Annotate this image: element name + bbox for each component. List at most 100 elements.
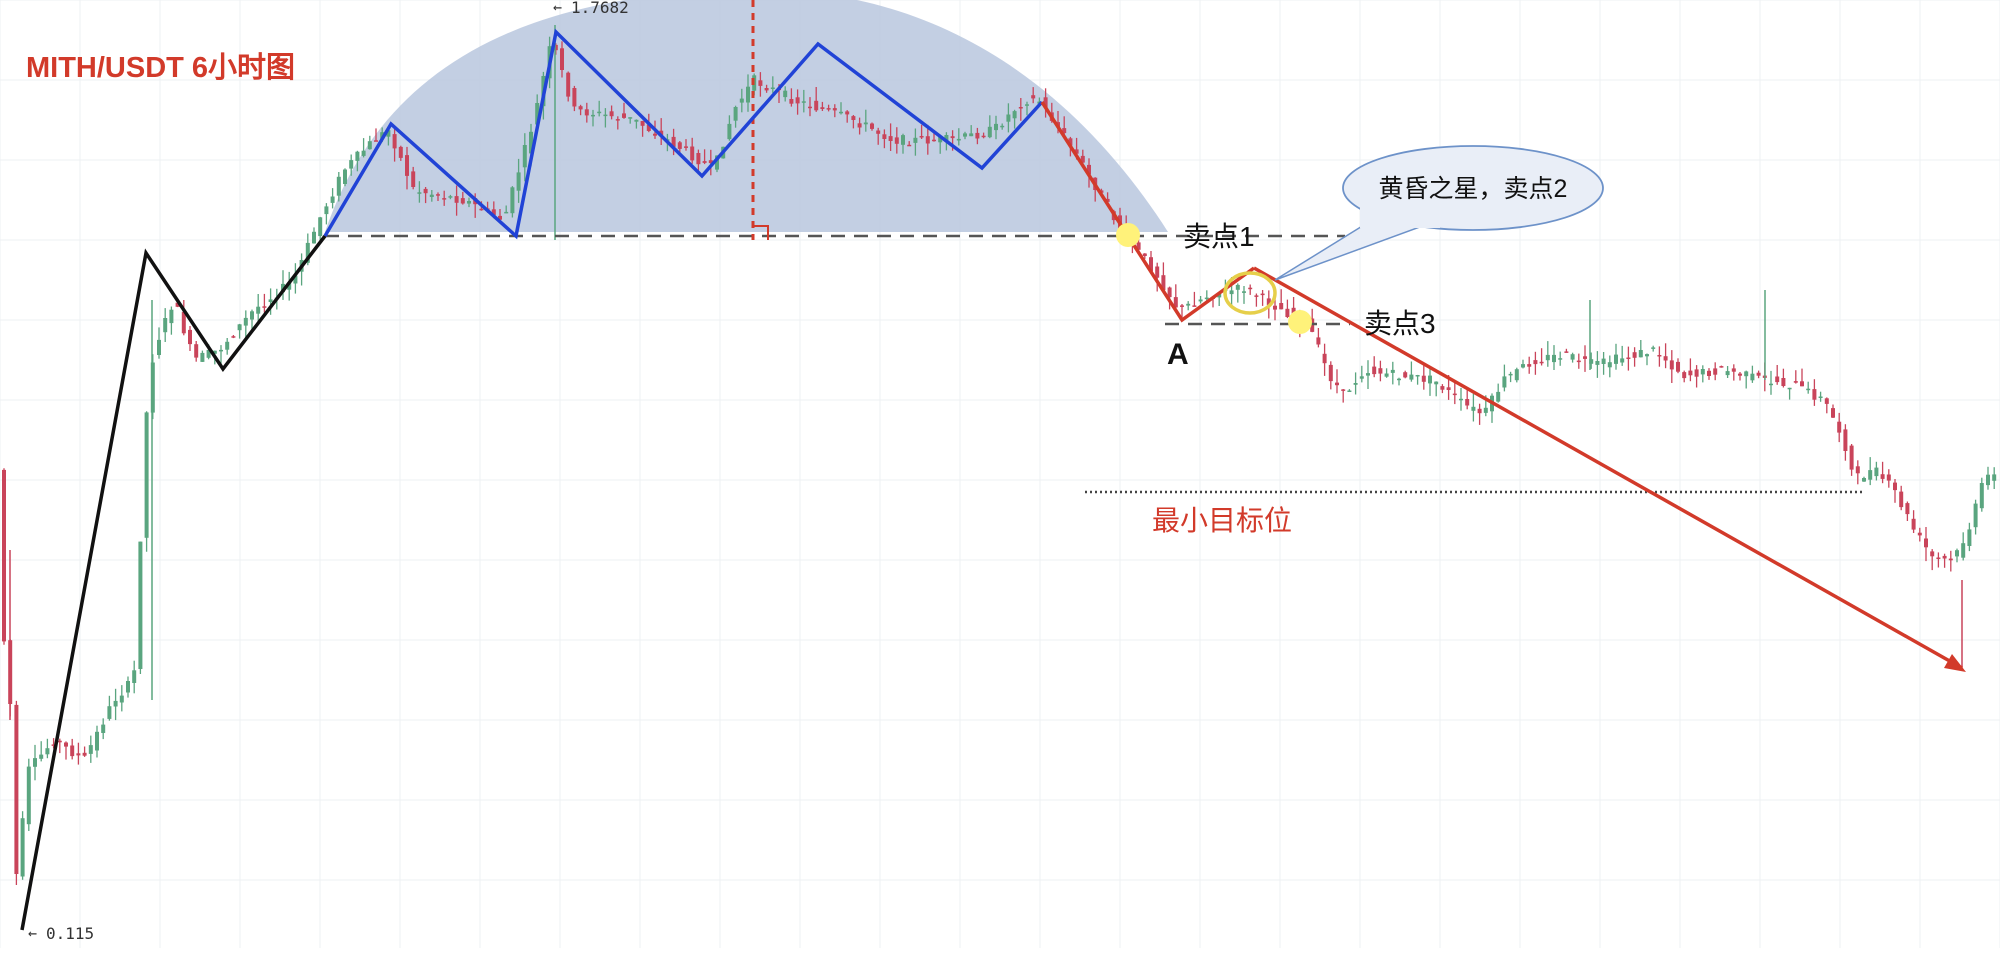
candle-body (1105, 198, 1110, 202)
candle-body (1217, 293, 1222, 298)
candle-body (702, 161, 707, 163)
candle-body (95, 731, 99, 751)
candle-body (169, 309, 174, 324)
candle-body (1446, 387, 1451, 390)
candle-body (1434, 381, 1439, 385)
candle-body (1508, 373, 1513, 376)
candle-body (1750, 373, 1755, 381)
candle-body (845, 111, 850, 115)
evening-star-circle (1223, 271, 1277, 315)
candle-body (1700, 369, 1705, 375)
candle-body (925, 136, 930, 144)
candle-body (175, 302, 180, 307)
candle-body (1372, 366, 1377, 375)
candle-body (336, 176, 341, 196)
candle-body (628, 117, 633, 119)
candle-body (1235, 284, 1240, 290)
candle-body (888, 136, 893, 141)
candle-body (1713, 368, 1718, 375)
candle-body (392, 134, 397, 149)
candle-body (1601, 358, 1606, 364)
candle-body (566, 72, 571, 97)
candle-body (1421, 375, 1426, 382)
candle-body (318, 217, 323, 237)
candle-body (1533, 360, 1538, 365)
candle-body (1403, 372, 1408, 378)
sell-point-1-label: 卖点1 (1183, 221, 1255, 252)
candle-body (1161, 275, 1166, 291)
candle-body (206, 349, 211, 358)
candle-body (1905, 503, 1910, 515)
candle-body (938, 136, 943, 143)
candle-body (1831, 408, 1835, 418)
candle-body (1539, 361, 1544, 364)
candle-body (671, 136, 676, 147)
candle-body (739, 98, 744, 103)
candle-body (1725, 371, 1730, 376)
candle-body (1837, 421, 1842, 433)
candle-body (1880, 474, 1885, 479)
candle-body (770, 87, 775, 89)
candle-body (1031, 95, 1036, 99)
candle-body (894, 137, 899, 144)
candle-body (231, 336, 236, 338)
candle-body (1663, 356, 1668, 361)
candle-body (1781, 378, 1786, 386)
candle-body (1992, 474, 1997, 481)
candle-body (1359, 376, 1364, 379)
candle-body (1899, 491, 1904, 508)
candle-body (1180, 305, 1184, 307)
candle-body (1682, 372, 1687, 379)
candle-body (1353, 383, 1358, 385)
candle-body (832, 108, 837, 111)
candle-body (1018, 107, 1023, 109)
candle-body (826, 108, 831, 110)
candle-body (1136, 242, 1141, 250)
candle-body (1397, 378, 1401, 381)
candle-body (1868, 470, 1873, 480)
candle-body (1676, 361, 1680, 372)
candle-body (646, 124, 651, 131)
candle-body (330, 196, 335, 203)
candle-body (584, 109, 589, 116)
sell-point-1-marker (1116, 223, 1140, 247)
candle-body (1707, 370, 1711, 376)
candle-body (640, 121, 645, 126)
candle-body (1173, 297, 1178, 308)
candle-body (615, 119, 620, 121)
candle-body (1204, 297, 1209, 300)
candle-body (1632, 352, 1637, 358)
candle-body (2, 469, 6, 642)
candle-body (1800, 381, 1804, 387)
candle-body (1428, 375, 1432, 384)
candle-body (1620, 358, 1625, 363)
candle-body (1775, 376, 1780, 383)
candle-body (88, 745, 93, 754)
candle-body (851, 116, 856, 120)
candle-body (746, 86, 750, 103)
candle-body (1440, 386, 1445, 390)
candle-body (1000, 125, 1005, 128)
candle-body (1849, 445, 1854, 470)
candle-body (1694, 369, 1699, 377)
candle-body (1080, 155, 1085, 163)
candle-body (1558, 358, 1563, 360)
candle-body (789, 99, 794, 104)
candle-body (1911, 518, 1916, 530)
candle-body (1409, 374, 1414, 380)
candle-body (981, 135, 986, 138)
candle-body (987, 126, 992, 138)
candle-body (1043, 97, 1048, 108)
candle-body (994, 123, 998, 131)
candle-body (820, 107, 825, 109)
candle-body (126, 681, 130, 693)
sell-point-3-label: 卖点3 (1364, 308, 1436, 339)
candle-body (1589, 359, 1594, 364)
candle-body (708, 160, 713, 164)
candle-body (1242, 291, 1246, 293)
candle-body (808, 106, 812, 109)
candle-body (417, 192, 422, 194)
candle-body (374, 140, 378, 142)
vertical-red-hook (753, 225, 769, 240)
candle-body (1149, 257, 1153, 272)
